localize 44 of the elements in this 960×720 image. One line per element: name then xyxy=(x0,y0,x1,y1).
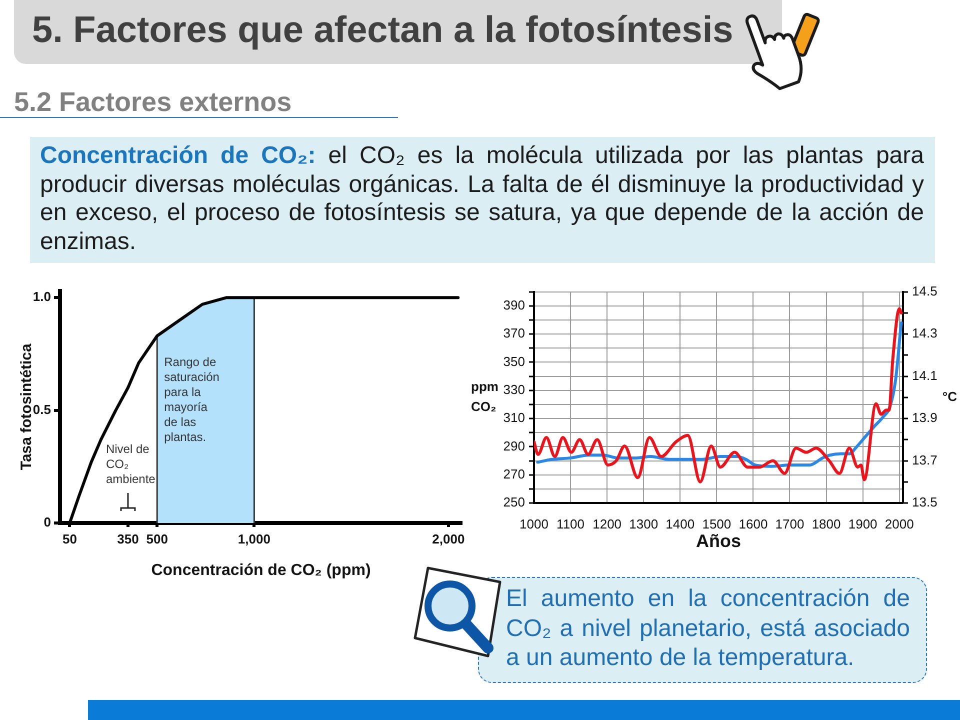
text: El aumento en la concentración de CO₂ a nivel planetario, está asociado a un aumento de la temperatura. xyxy=(506,584,910,672)
y-tick-label: 250 xyxy=(503,494,525,510)
x-tick-label: 1500 xyxy=(702,516,732,532)
x-tick-label: 1000 xyxy=(520,516,548,532)
x-axis-title: Años xyxy=(696,531,741,552)
y-tick-label: 390 xyxy=(503,297,525,312)
x-tick-label: 1900 xyxy=(848,516,878,532)
y2-axis-title: °C xyxy=(942,388,958,404)
x-tick-label: 500 xyxy=(146,531,168,546)
x-tick-label: 1100 xyxy=(556,516,585,532)
x-tick-label: 1800 xyxy=(812,516,841,532)
line-series xyxy=(534,307,903,484)
text: 5.2 Factores externos xyxy=(14,86,292,118)
y2-tick-label: 13.5 xyxy=(912,494,938,510)
y-tick-label: 1.0 xyxy=(32,289,51,304)
y2-tick-label: 14.1 xyxy=(912,368,938,383)
ref-line-label: Nivel de CO₂ ambiente xyxy=(106,442,156,486)
y2-tick-label: 14.3 xyxy=(912,326,938,341)
x-tick-label: 2000 xyxy=(884,516,914,532)
y2-tick-label: 13.9 xyxy=(912,410,938,426)
x-tick-label: 1200 xyxy=(592,516,622,532)
y2-tick-label: 13.7 xyxy=(912,452,938,468)
x-tick-label: 1400 xyxy=(666,516,695,532)
band-label: Rango de saturación para la mayoría de las plantas. xyxy=(164,354,220,444)
y-axis-title: ppm CO₂ xyxy=(471,378,498,414)
y-tick-label: 0 xyxy=(44,514,51,530)
text: 5. Factores que afectan a la fotosíntesis xyxy=(32,8,734,52)
text: Concentración de CO₂: xyxy=(40,142,316,169)
x-tick-label: 1300 xyxy=(629,516,658,532)
x-axis-title: Concentración de CO₂ (ppm) xyxy=(151,562,371,579)
y-tick-label: 370 xyxy=(503,326,525,341)
x-tick-label: 1,000 xyxy=(238,531,270,546)
x-tick-label: 50 xyxy=(62,531,77,546)
y-tick-label: 290 xyxy=(503,438,525,454)
x-tick-label: 2,000 xyxy=(432,531,465,546)
y-tick-label: 350 xyxy=(503,354,525,369)
y-tick-label: 310 xyxy=(503,410,525,426)
y2-tick-label: 14.5 xyxy=(912,283,938,298)
x-tick-label: 350 xyxy=(117,531,139,546)
y-tick-label: 0.5 xyxy=(32,402,51,417)
x-tick-label: 1700 xyxy=(775,516,804,532)
x-tick-label: 1600 xyxy=(738,516,768,532)
y-tick-label: 330 xyxy=(503,382,525,397)
y-tick-label: 270 xyxy=(503,466,525,482)
